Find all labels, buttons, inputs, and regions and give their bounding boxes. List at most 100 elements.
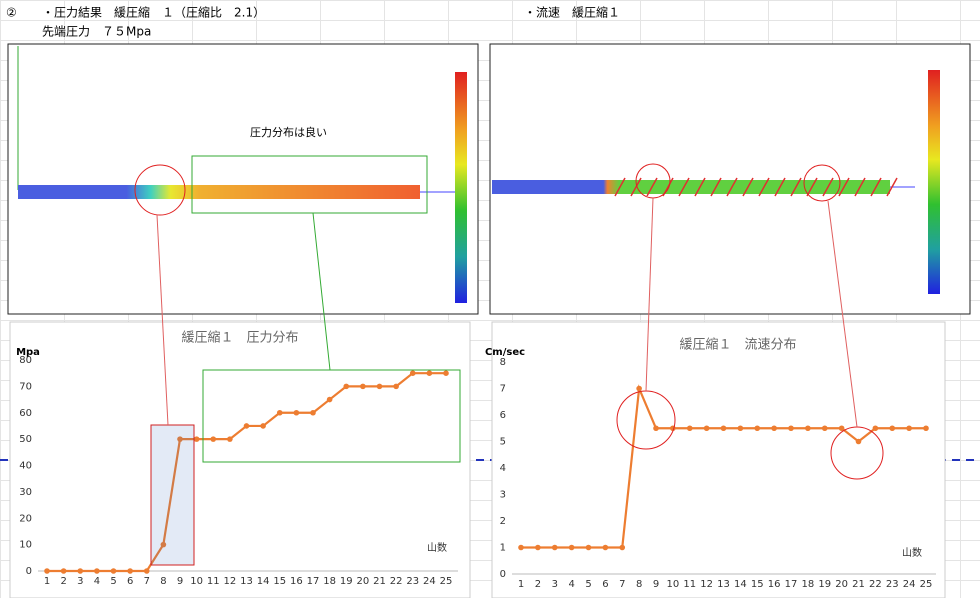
point (805, 425, 811, 432)
x-tick-label: 14 (257, 576, 270, 587)
x-tick-label: 8 (160, 576, 166, 587)
x-tick-label: 5 (585, 579, 591, 590)
marker: ② (6, 6, 17, 20)
x-tick-label: 3 (552, 579, 558, 590)
stripe (806, 177, 818, 197)
chart-area (491, 321, 946, 598)
y-tick-label: 50 (19, 434, 32, 445)
stripe (742, 177, 754, 197)
x-tick-label: 10 (190, 576, 203, 587)
chart-title: 緩圧縮１ 流速分布 (679, 337, 796, 353)
x-tick-label: 22 (390, 576, 403, 587)
point (923, 425, 929, 432)
point (821, 425, 828, 432)
x-tick-label: 20 (357, 576, 370, 587)
highlight (202, 369, 461, 463)
x-tick-label: 21 (373, 576, 386, 587)
y-tick-label: 70 (19, 381, 32, 392)
connector (645, 197, 654, 392)
point (889, 425, 896, 432)
stripe (694, 177, 706, 197)
point (326, 396, 333, 403)
stripes (614, 177, 898, 197)
point (376, 383, 383, 390)
stripe (678, 177, 690, 197)
point (160, 541, 167, 548)
point (788, 425, 794, 432)
x-tick-label: 16 (768, 579, 781, 590)
y-tick-label: 60 (19, 408, 32, 419)
point (720, 425, 727, 432)
point (619, 544, 626, 551)
y-tick-label: 30 (19, 487, 32, 498)
x-tick-label: 1 (518, 579, 524, 590)
x-tick-label: 6 (602, 579, 608, 590)
x-tick-label: 5 (110, 576, 116, 587)
x-tick-label: 6 (127, 576, 133, 587)
x-tick-label: 9 (177, 576, 183, 587)
highlight (191, 155, 428, 214)
highlight (803, 164, 841, 202)
stripe (630, 177, 642, 197)
point (393, 383, 399, 390)
x-tick-label: 8 (636, 579, 642, 590)
point (409, 370, 416, 376)
point (737, 425, 744, 432)
y-tick-label: 2 (500, 516, 506, 527)
x-tick-label: 22 (869, 579, 882, 590)
point (771, 425, 777, 432)
color-bar (928, 70, 940, 294)
stripe (854, 177, 866, 197)
stripe (646, 177, 658, 197)
y-tick-label: 8 (500, 357, 506, 368)
screw (492, 180, 890, 194)
stripe (886, 177, 898, 197)
point (177, 436, 183, 442)
y-tick-label: 10 (19, 540, 32, 551)
point (127, 568, 133, 574)
point (551, 544, 558, 551)
point (293, 409, 300, 416)
x-tick-label: 25 (440, 576, 453, 587)
stripe (758, 177, 770, 197)
x-tick-label: 25 (920, 579, 933, 590)
point (686, 425, 693, 432)
y-tick-label: 4 (500, 463, 506, 474)
section-title: ・流速 緩圧縮１ (524, 5, 620, 20)
point (260, 423, 266, 429)
point (143, 568, 150, 574)
point (60, 568, 67, 574)
point (44, 568, 50, 574)
stripe (726, 177, 738, 197)
x-tick-label: 23 (886, 579, 899, 590)
stripe (870, 177, 882, 197)
x-tick-label: 13 (717, 579, 730, 590)
x-tick-label: 1 (44, 576, 50, 587)
color-bar (455, 72, 467, 303)
point (276, 409, 283, 416)
x-tick-label: 7 (144, 576, 150, 587)
point (443, 370, 449, 376)
connector (312, 212, 331, 371)
sim-image (7, 43, 479, 315)
y-tick-label: 80 (19, 355, 32, 366)
stripe (710, 177, 722, 197)
connector (156, 214, 169, 426)
point (906, 425, 912, 432)
x-tick-label: 19 (818, 579, 831, 590)
y-tick-label: 1 (500, 543, 506, 554)
x-tick-label: 11 (207, 576, 220, 587)
highlight (134, 164, 186, 216)
point (243, 423, 250, 429)
x-tick-label: 18 (802, 579, 815, 590)
x-tick-label: 11 (683, 579, 696, 590)
stripe (838, 177, 850, 197)
x-tick-label: 17 (307, 576, 320, 587)
y-tick-label: 0 (26, 566, 32, 577)
x-tick-label: 20 (835, 579, 848, 590)
x-tick-label: 7 (619, 579, 625, 590)
point (193, 436, 200, 442)
stripe (822, 177, 834, 197)
